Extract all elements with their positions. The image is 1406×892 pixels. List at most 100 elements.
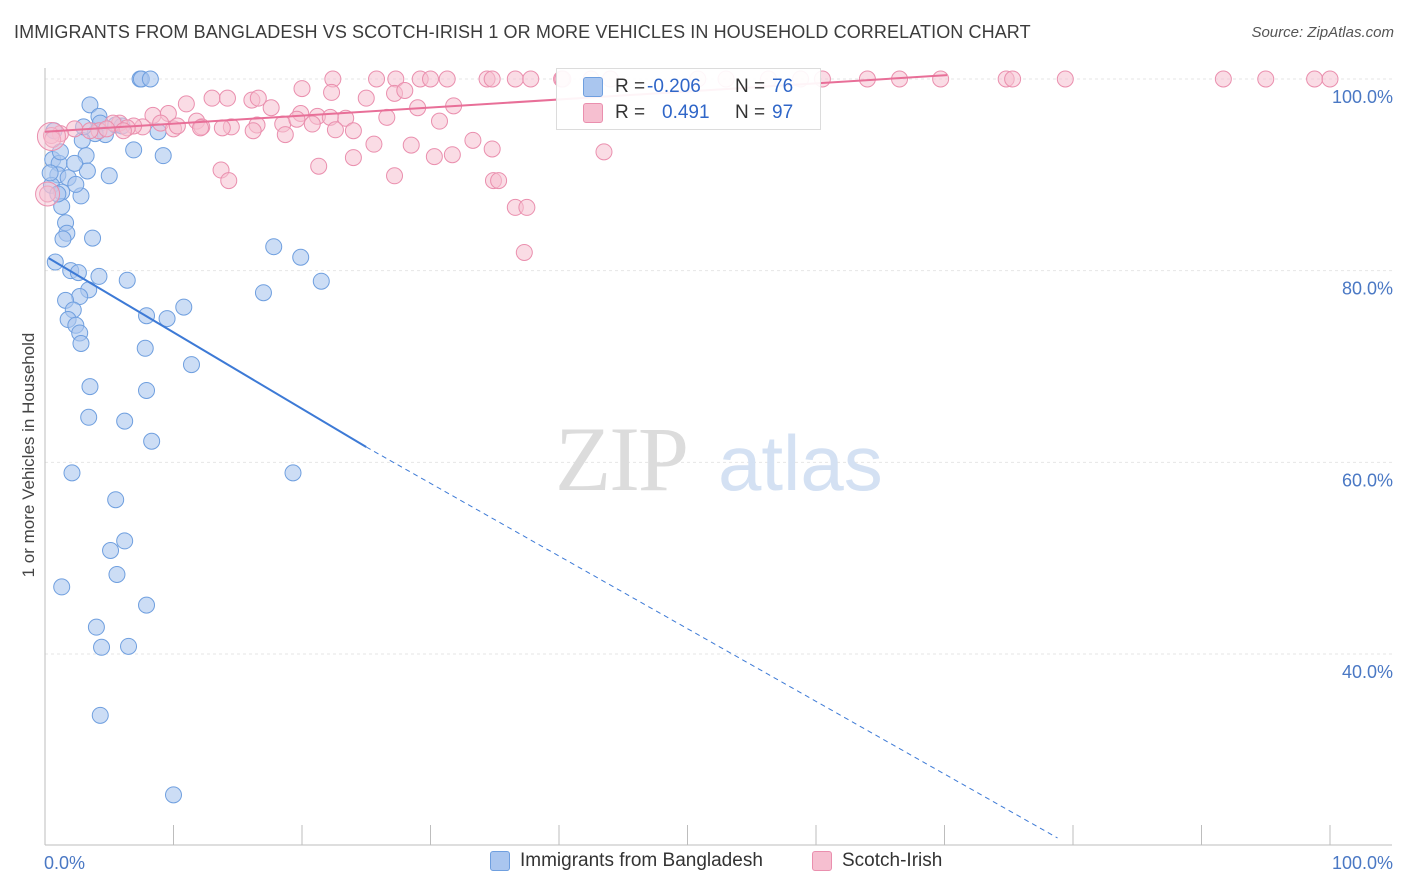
data-point-scotch-irish <box>425 148 443 166</box>
data-point-bangladesh <box>120 637 138 655</box>
data-point-scotch-irish <box>506 70 524 88</box>
legend-swatch-pink <box>583 103 603 123</box>
data-point-bangladesh <box>41 164 59 182</box>
data-point-bangladesh <box>51 143 69 161</box>
data-point-bangladesh <box>154 147 172 165</box>
watermark-atlas: atlas <box>718 419 883 507</box>
data-point-scotch-irish <box>464 131 482 149</box>
series-bangladesh-points <box>41 70 330 804</box>
y-tick-label: 40.0% <box>1342 662 1393 682</box>
data-point-bangladesh <box>87 618 105 636</box>
y-tick-label: 80.0% <box>1342 279 1393 299</box>
data-point-bangladesh <box>84 229 102 247</box>
r-label: R = <box>615 102 646 123</box>
data-point-bangladesh <box>78 162 96 180</box>
data-point-scotch-irish <box>244 122 262 140</box>
data-point-scotch-irish <box>443 146 461 164</box>
data-point-scotch-irish <box>1306 70 1324 88</box>
data-point-scotch-irish <box>218 89 236 107</box>
data-point-bangladesh <box>265 238 283 256</box>
data-point-scotch-irish <box>310 157 328 175</box>
data-point-scotch-irish <box>365 135 383 153</box>
data-point-bangladesh <box>80 408 98 426</box>
data-point-scotch-irish <box>1321 70 1339 88</box>
chart-title: IMMIGRANTS FROM BANGLADESH VS SCOTCH-IRI… <box>14 22 1031 42</box>
data-point-scotch-irish <box>357 89 375 107</box>
axes <box>44 68 1392 846</box>
y-tick-label: 60.0% <box>1342 470 1393 490</box>
data-point-bangladesh <box>66 154 84 172</box>
data-point-scotch-irish <box>203 89 221 107</box>
data-point-bangladesh <box>107 491 125 509</box>
data-point-bangladesh <box>54 230 72 248</box>
data-point-scotch-irish <box>262 99 280 117</box>
data-point-scotch-irish <box>276 126 294 144</box>
data-point-scotch-irish <box>1257 70 1275 88</box>
source-label: Source: ZipAtlas.com <box>1251 24 1394 41</box>
data-point-bangladesh <box>175 298 193 316</box>
data-point-scotch-irish <box>430 112 448 130</box>
data-point-scotch-irish <box>595 143 613 161</box>
data-point-scotch-irish <box>220 172 238 190</box>
data-point-bangladesh <box>254 284 272 302</box>
r-value-bangladesh: -0.206 <box>647 76 701 97</box>
data-point-scotch-irish <box>213 119 231 137</box>
data-point-scotch-irish <box>422 70 439 88</box>
data-point-bangladesh <box>108 565 126 583</box>
data-point-scotch-irish <box>438 70 456 88</box>
data-point-bangladesh <box>182 356 200 374</box>
data-point-scotch-irish <box>518 198 536 216</box>
trend-lines <box>44 74 1058 839</box>
data-point-bangladesh <box>81 378 99 396</box>
data-point-scotch-irish <box>303 115 321 133</box>
data-point-scotch-irish <box>344 149 362 167</box>
grid-lines <box>45 78 1392 655</box>
data-point-scotch-irish <box>378 108 396 126</box>
legend-item-scotch-irish[interactable]: Scotch-Irish <box>812 850 942 872</box>
data-point-bangladesh <box>69 264 87 282</box>
data-point-scotch-irish <box>396 82 414 99</box>
data-point-scotch-irish <box>81 122 99 140</box>
data-point-bangladesh <box>158 310 176 328</box>
y-tick-labels: 40.0% 60.0% 80.0% 100.0% <box>1332 87 1393 682</box>
data-point-scotch-irish <box>483 70 501 88</box>
legend-label-bangladesh: Immigrants from Bangladesh <box>520 850 763 871</box>
data-point-scotch-irish <box>402 136 420 154</box>
data-point-bangladesh <box>143 432 161 450</box>
data-point-scotch-irish <box>168 117 186 135</box>
data-point-bangladesh <box>118 271 136 289</box>
data-point-scotch-irish <box>39 185 57 203</box>
legend-row-scotch-irish: R = 0.491 N = 97 <box>557 100 820 126</box>
series-legend: Immigrants from Bangladesh Scotch-Irish <box>0 850 1406 880</box>
data-point-scotch-irish <box>177 95 195 113</box>
data-point-bangladesh <box>141 70 159 88</box>
legend-label-scotch-irish: Scotch-Irish <box>842 850 943 871</box>
x-tick-label-min: 0.0% <box>44 853 85 873</box>
data-point-bangladesh <box>63 464 81 482</box>
y-tick-label: 100.0% <box>1332 87 1393 107</box>
watermark-zip: ZIP <box>555 408 687 510</box>
data-point-scotch-irish <box>1056 70 1074 88</box>
legend-item-bangladesh[interactable]: Immigrants from Bangladesh <box>490 850 763 872</box>
data-point-scotch-irish <box>368 70 386 88</box>
data-point-bangladesh <box>292 248 310 266</box>
correlation-legend: R = -0.206 N = 76 R = 0.491 N = 97 <box>556 68 821 130</box>
data-point-bangladesh <box>138 596 156 614</box>
data-point-scotch-irish <box>323 83 341 101</box>
data-point-bangladesh <box>90 267 108 285</box>
data-point-bangladesh <box>136 339 154 357</box>
legend-swatch-blue <box>583 77 603 97</box>
data-point-bangladesh <box>102 542 120 559</box>
n-value-scotch-irish: 97 <box>772 102 794 123</box>
data-point-scotch-irish <box>191 119 209 137</box>
x-tick-label-max: 100.0% <box>1332 853 1393 873</box>
n-value-bangladesh: 76 <box>772 76 794 97</box>
data-point-scotch-irish <box>288 110 306 128</box>
data-point-bangladesh <box>81 96 99 114</box>
data-point-bangladesh <box>116 532 134 550</box>
x-tick-labels: 0.0% 100.0% <box>44 853 1393 873</box>
data-point-bangladesh <box>53 578 71 596</box>
data-point-scotch-irish <box>515 243 533 261</box>
data-point-scotch-irish <box>249 89 267 107</box>
data-point-scotch-irish <box>1214 70 1232 88</box>
